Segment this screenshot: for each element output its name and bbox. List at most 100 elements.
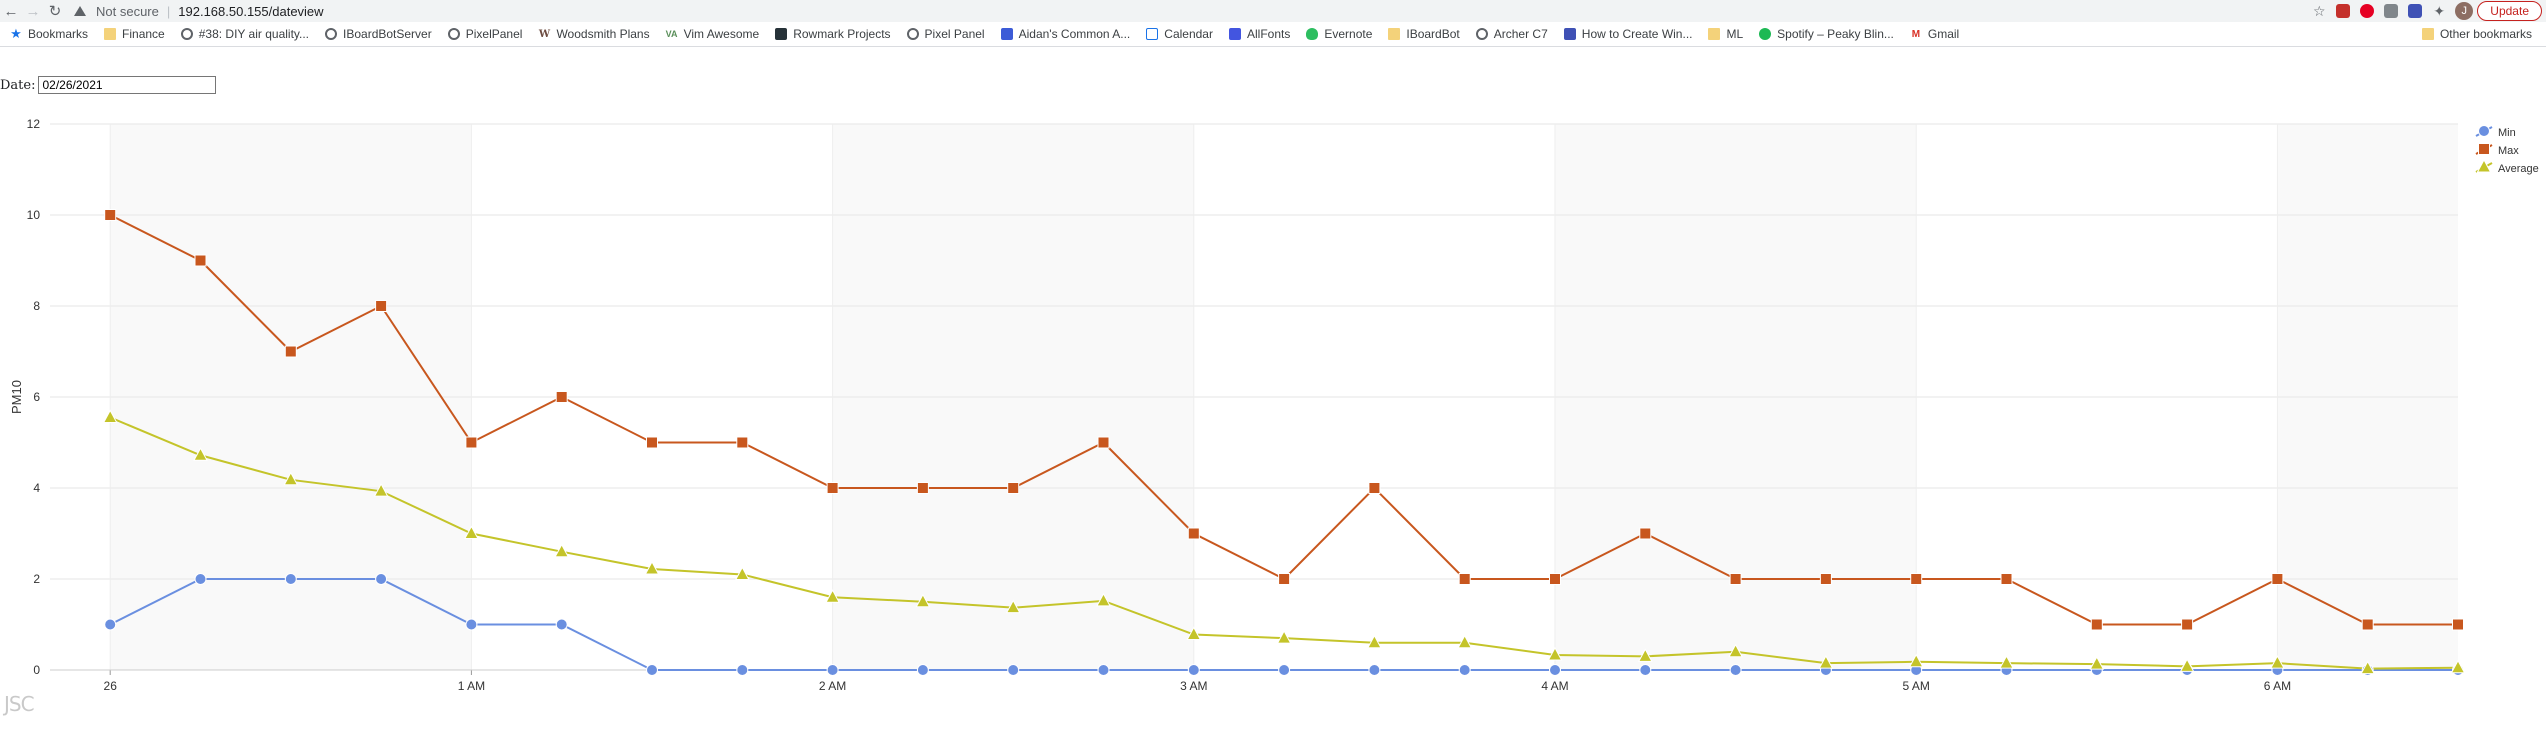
data-point-average[interactable] [373,483,389,497]
data-point-average[interactable] [283,471,299,486]
data-point-max[interactable] [1007,482,1020,494]
other-bookmarks-folder[interactable]: Other bookmarks [2421,27,2532,41]
data-point-min[interactable] [826,664,839,676]
bookmark-folder[interactable]: Finance [104,27,165,41]
bookmark-item[interactable]: ★ Bookmarks [10,26,88,41]
legend-label-max[interactable]: Max [2498,145,2519,157]
data-point-max[interactable] [1639,527,1652,540]
data-point-max[interactable] [2000,573,2013,585]
reload-icon[interactable]: ↻ [48,3,62,20]
back-arrow-icon[interactable]: ← [3,2,19,20]
legend-marker-min[interactable] [2478,125,2490,137]
data-point-max[interactable] [1187,527,1200,540]
bookmark-item[interactable]: PixelPanel [447,27,522,41]
legend-marker-max[interactable] [2478,143,2490,155]
data-point-max[interactable] [1458,573,1471,585]
legend-marker-average[interactable] [2476,158,2492,173]
avatar[interactable]: J [2455,2,2474,20]
bookmark-item[interactable]: IBoardBotServer [325,27,432,41]
omnibox[interactable]: Not secure | 192.168.50.155/dateview [74,2,324,20]
data-point-average[interactable] [2450,659,2466,674]
data-point-average[interactable] [1818,655,1834,669]
bookmark-item[interactable]: Rowmark Projects [775,27,891,41]
data-point-min[interactable] [375,573,388,585]
data-point-min[interactable] [1007,664,1020,676]
data-point-max[interactable] [2271,573,2284,585]
data-point-average[interactable] [2179,658,2195,672]
data-point-max[interactable] [1910,573,1923,585]
data-point-average[interactable] [1547,646,1563,661]
data-point-min[interactable] [194,573,207,585]
bookmark-item[interactable]: Evernote [1306,27,1372,41]
data-point-max[interactable] [2181,618,2194,631]
data-point-min[interactable] [1729,664,1742,676]
data-point-average[interactable] [1908,653,1924,668]
bookmark-star-icon[interactable]: ☆ [2313,2,2326,19]
bookmark-item[interactable]: W Woodsmith Plans [538,27,650,41]
data-point-min[interactable] [465,618,478,631]
data-point-max[interactable] [465,436,478,449]
data-point-average[interactable] [102,409,118,423]
data-point-max[interactable] [555,391,568,403]
camera-extension-icon[interactable] [2379,0,2403,22]
bookmark-item[interactable]: VA Vim Awesome [666,27,760,41]
bookmark-item[interactable]: Archer C7 [1475,27,1548,41]
legend-label-min[interactable]: Min [2498,127,2516,139]
data-point-average[interactable] [825,589,840,603]
data-point-max[interactable] [646,436,658,449]
bookmark-item[interactable]: Spotify – Peaky Blin... [1759,27,1894,41]
data-point-average[interactable] [644,560,660,575]
bookmark-folder[interactable]: ML [1708,27,1743,41]
data-point-average[interactable] [1096,592,1111,607]
bookmark-item[interactable]: Aidan's Common A... [1000,27,1130,41]
data-point-min[interactable] [104,618,117,631]
data-point-average[interactable] [1367,634,1382,649]
data-point-average[interactable] [1276,630,1292,644]
data-point-average[interactable] [554,543,570,558]
bookmark-item[interactable]: #38: DIY air quality... [180,27,309,41]
data-point-max[interactable] [1729,573,1742,585]
bookmark-item[interactable]: Calendar [1146,27,1213,41]
data-point-average[interactable] [915,593,931,608]
extensions-puzzle-icon[interactable]: ✦ [2433,2,2446,19]
data-point-min[interactable] [284,573,297,585]
data-point-average[interactable] [2270,655,2285,669]
bookmark-item[interactable]: AllFonts [1228,27,1290,41]
data-point-max[interactable] [916,482,929,494]
data-point-average[interactable] [1186,626,1202,641]
data-point-average[interactable] [1005,599,1021,614]
data-point-min[interactable] [736,664,749,676]
data-point-min[interactable] [916,664,929,676]
data-point-max[interactable] [1368,482,1381,494]
data-point-average[interactable] [1637,648,1653,662]
data-point-min[interactable] [1458,664,1471,676]
forward-arrow-icon[interactable]: → [25,2,41,20]
legend-label-average[interactable]: Average [2498,163,2539,175]
data-point-max[interactable] [1278,573,1291,585]
youtube-extension-icon[interactable] [2331,0,2355,22]
data-point-min[interactable] [1097,664,1110,676]
data-point-max[interactable] [1819,573,1832,585]
data-point-max[interactable] [284,345,297,358]
bookmark-item[interactable]: How to Create Win... [1563,27,1692,41]
bookmark-item[interactable]: M Gmail [1910,27,1960,41]
bookmark-item[interactable]: Pixel Panel [906,27,985,41]
data-point-max[interactable] [1549,573,1561,585]
pinterest-extension-icon[interactable] [2355,0,2379,22]
data-point-min[interactable] [1549,664,1561,676]
data-point-average[interactable] [1457,634,1473,649]
date-input[interactable] [38,76,217,94]
data-point-max[interactable] [104,209,117,221]
data-point-average[interactable] [734,566,750,580]
data-point-max[interactable] [2361,618,2374,631]
data-point-min[interactable] [1278,664,1291,676]
data-point-average[interactable] [2360,660,2376,675]
url-text[interactable]: 192.168.50.155/dateview [178,3,324,19]
data-point-min[interactable] [1187,664,1200,676]
data-point-min[interactable] [555,618,568,631]
data-point-max[interactable] [1097,436,1110,449]
data-point-max[interactable] [194,254,207,267]
bookmark-folder[interactable]: IBoardBot [1388,27,1460,41]
data-point-max[interactable] [2090,618,2103,631]
data-point-max[interactable] [375,300,388,312]
